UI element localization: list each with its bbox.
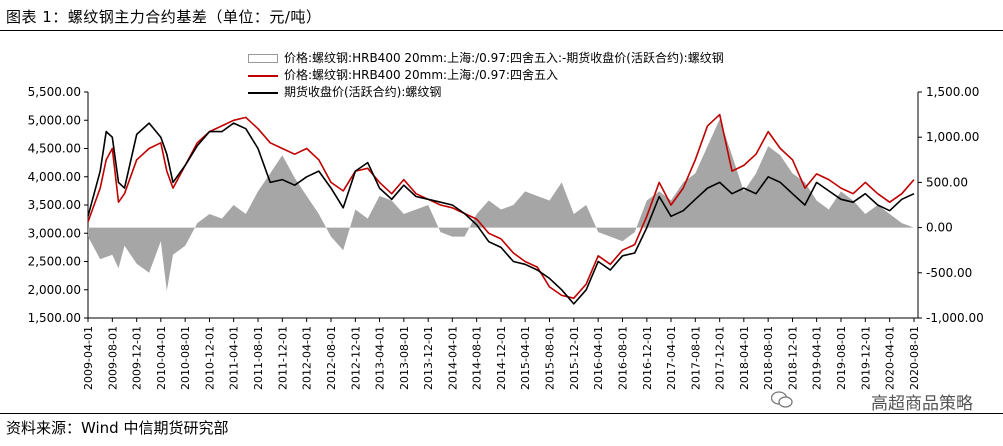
- x-tick-label: 2009-04-01: [82, 326, 95, 390]
- y-left-tick-label: 2,500.00: [28, 255, 81, 269]
- x-tick-label: 2020-04-01: [884, 326, 897, 390]
- y-left-tick-label: 1,500.00: [28, 311, 81, 325]
- x-tick-label: 2014-08-01: [471, 326, 484, 390]
- y-right-tick-label: -500.00: [926, 266, 972, 280]
- x-tick-label: 2014-04-01: [446, 326, 459, 390]
- y-right-tick-label: 500.00: [926, 175, 968, 189]
- x-tick-label: 2015-04-01: [519, 326, 532, 390]
- x-tick-label: 2012-04-01: [301, 326, 314, 390]
- y-left-tick-label: 3,500.00: [28, 198, 81, 212]
- legend-label-basis: 价格:螺纹钢:HRB400 20mm:上海:/0.97:四舍五入:-期货收盘价(…: [284, 51, 724, 65]
- source-note: 资料来源：Wind 中信期货研究部: [6, 419, 229, 437]
- x-tick-label: 2017-04-01: [665, 326, 678, 390]
- x-tick-label: 2012-12-01: [349, 326, 362, 390]
- x-tick-label: 2018-04-01: [738, 326, 751, 390]
- x-tick-label: 2009-12-01: [131, 326, 144, 390]
- y-right-tick-label: 0.00: [926, 221, 953, 235]
- y-right-tick-label: 1,000.00: [926, 130, 979, 144]
- spot-price-line: [87, 113, 915, 300]
- chart-axes: [84, 91, 922, 322]
- x-tick-label: 2020-08-01: [908, 326, 921, 390]
- chart-legend: 价格:螺纹钢:HRB400 20mm:上海:/0.97:四舍五入:-期货收盘价(…: [248, 50, 724, 101]
- legend-item-basis: 价格:螺纹钢:HRB400 20mm:上海:/0.97:四舍五入:-期货收盘价(…: [248, 50, 724, 67]
- x-tick-label: 2011-08-01: [252, 326, 265, 390]
- x-tick-label: 2014-12-01: [495, 326, 508, 390]
- legend-item-spot: 价格:螺纹钢:HRB400 20mm:上海:/0.97:四舍五入: [248, 67, 724, 84]
- legend-swatch-futures: [248, 91, 278, 94]
- x-tick-label: 2009-08-01: [106, 326, 119, 390]
- x-tick-label: 2017-08-01: [689, 326, 702, 390]
- x-tick-label: 2018-12-01: [786, 326, 799, 390]
- y-left-tick-label: 4,500.00: [28, 142, 81, 156]
- y-left-tick-label: 2,000.00: [28, 283, 81, 297]
- legend-swatch-basis: [248, 54, 278, 63]
- basis-area: [88, 119, 914, 291]
- x-tick-label: 2013-08-01: [398, 326, 411, 390]
- x-tick-label: 2015-08-01: [543, 326, 556, 390]
- watermark: 高超商品策略: [871, 394, 973, 414]
- legend-label-futures: 期货收盘价(活跃合约):螺纹钢: [284, 85, 442, 99]
- x-tick-label: 2013-04-01: [373, 326, 386, 390]
- x-tick-label: 2010-08-01: [179, 326, 192, 390]
- y-right-tick-label: -1,000.00: [926, 311, 984, 325]
- x-tick-label: 2019-08-01: [835, 326, 848, 390]
- x-tick-label: 2013-12-01: [422, 326, 435, 390]
- x-tick-label: 2018-08-01: [762, 326, 775, 390]
- tick-labels-layer: 5,500.00 5,000.00 4,500.00 4,000.00 3,500.00…: [28, 85, 984, 390]
- x-tick-label: 2016-04-01: [592, 326, 605, 390]
- x-tick-label: 2011-12-01: [276, 326, 289, 390]
- y-left-tick-label: 5,500.00: [28, 85, 81, 99]
- y-left-tick-label: 5,000.00: [28, 113, 81, 127]
- y-left-tick-label: 4,000.00: [28, 170, 81, 184]
- wechat-icon: [771, 391, 793, 408]
- x-tick-label: 2019-04-01: [811, 326, 824, 390]
- x-tick-label: 2016-08-01: [617, 326, 630, 390]
- x-tick-label: 2010-12-01: [204, 326, 217, 390]
- futures-price-line: [87, 122, 915, 305]
- x-tick-label: 2019-12-01: [859, 326, 872, 390]
- basis-area-layer: [88, 119, 914, 291]
- y-left-tick-label: 3,000.00: [28, 226, 81, 240]
- x-tick-label: 2016-12-01: [641, 326, 654, 390]
- x-tick-label: 2011-04-01: [228, 326, 241, 390]
- legend-item-futures: 期货收盘价(活跃合约):螺纹钢: [248, 84, 724, 101]
- legend-swatch-spot: [248, 74, 278, 77]
- x-tick-label: 2010-04-01: [155, 326, 168, 390]
- x-tick-label: 2017-12-01: [714, 326, 727, 390]
- x-tick-label: 2015-12-01: [568, 326, 581, 390]
- source-divider: [0, 413, 1003, 414]
- x-tick-label: 2012-08-01: [325, 326, 338, 390]
- title-divider: [0, 30, 1003, 31]
- price-lines-layer: [87, 113, 915, 305]
- chart-title: 图表 1：螺纹钢主力合约基差（单位：元/吨）: [6, 8, 322, 26]
- y-right-tick-label: 1,500.00: [926, 85, 979, 99]
- legend-label-spot: 价格:螺纹钢:HRB400 20mm:上海:/0.97:四舍五入: [284, 68, 558, 82]
